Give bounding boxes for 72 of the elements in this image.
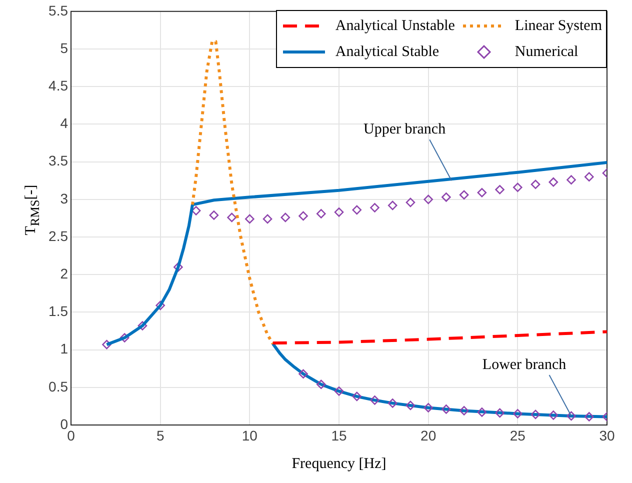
point: [459, 190, 469, 200]
point: [495, 408, 504, 418]
point: [370, 396, 380, 405]
point: [280, 212, 290, 222]
legend-label: Linear System: [514, 18, 602, 34]
x-tick-label: 25: [510, 427, 526, 444]
y-tick-label: 4: [60, 115, 68, 132]
point: [477, 188, 487, 198]
y-tick-label: 0: [60, 416, 68, 432]
point: [530, 180, 540, 190]
y-tick-label: 1.5: [48, 303, 68, 320]
point: [477, 408, 487, 417]
point: [566, 411, 576, 421]
point: [442, 404, 451, 414]
y-tick-label: 4.5: [48, 77, 68, 94]
x-tick-label: 20: [420, 427, 436, 444]
point: [298, 369, 308, 379]
annotation: Lower branch: [482, 356, 567, 373]
point: [120, 333, 130, 342]
point: [388, 398, 398, 408]
point: [584, 412, 594, 422]
point: [191, 206, 201, 216]
point: [406, 400, 416, 410]
point: [495, 184, 504, 194]
x-tick-label: 15: [331, 427, 347, 444]
x-tick-label: 30: [599, 427, 615, 444]
point: [424, 403, 433, 412]
y-tick-label: 0.5: [48, 378, 68, 394]
point: [316, 209, 326, 218]
point: [352, 392, 362, 402]
point: [334, 386, 344, 396]
point: [548, 410, 558, 420]
legend-label: Numerical: [514, 44, 578, 60]
point: [316, 380, 326, 390]
point: [406, 198, 416, 208]
point: [334, 208, 344, 217]
line-series: [190, 40, 274, 346]
y-tick-label: 3: [60, 190, 68, 206]
point: [352, 205, 362, 215]
point: [424, 194, 433, 204]
point: [388, 200, 398, 210]
y-tick-label: 2: [60, 265, 68, 282]
y-tick-label: 5: [60, 40, 68, 56]
point: [584, 172, 594, 182]
legend-label: Analytical Stable: [335, 44, 440, 60]
point: [442, 192, 451, 202]
legend-label: Analytical Unstable: [335, 18, 455, 34]
y-tick-label: 2.5: [48, 228, 68, 244]
point: [138, 321, 148, 330]
y-tick-label: 5.5: [48, 2, 68, 18]
point: [174, 262, 183, 272]
point: [548, 177, 558, 187]
point: [227, 212, 236, 222]
point: [298, 211, 308, 221]
point: [566, 175, 576, 184]
annotation: Upper branch: [364, 122, 446, 138]
y-tick-label: 1: [60, 340, 68, 357]
x-tick-label: 5: [156, 427, 164, 444]
point: [513, 182, 522, 192]
point: [530, 410, 540, 420]
point: [370, 203, 380, 212]
point: [459, 406, 469, 416]
x-axis-title: Frequency [Hz]: [290, 456, 388, 473]
point: [513, 409, 522, 418]
point: [156, 300, 165, 310]
x-tick-label: 10: [242, 427, 258, 444]
point: [262, 214, 272, 224]
point: [209, 210, 219, 220]
point: [245, 214, 254, 224]
line-series: [271, 330, 607, 345]
y-tick-label: 3.5: [48, 152, 68, 169]
point: [102, 340, 112, 350]
